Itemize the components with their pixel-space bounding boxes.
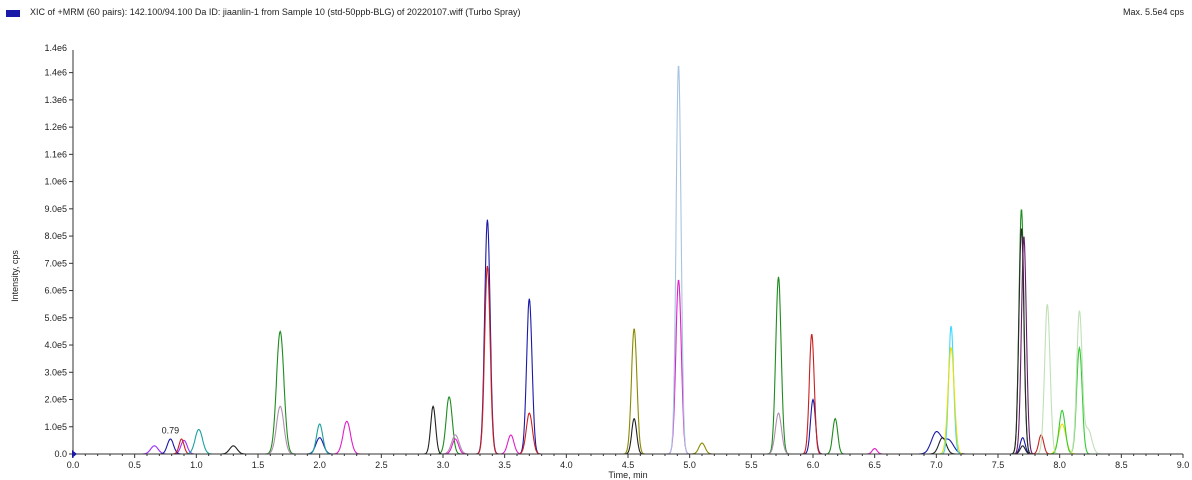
y-tick-label: 1.3e6: [44, 95, 67, 105]
y-tick-label: 1.2e6: [44, 122, 67, 132]
y-tick-label: 2.0e5: [44, 395, 67, 405]
x-tick-label: 4.5: [622, 460, 635, 470]
x-tick-label: 5.5: [745, 460, 758, 470]
y-tick-label: 9.0e5: [44, 204, 67, 214]
x-tick-label: 3.5: [498, 460, 511, 470]
x-axis-title: Time, min: [608, 470, 647, 480]
y-tick-label: 7.0e5: [44, 258, 67, 268]
series-layer: [73, 65, 1183, 455]
y-tick-label: 1.1e6: [44, 149, 67, 159]
chromatogram-chart: 0.0 1.0e5 2.0e5 3.0e5 4.0e5 5.0e5 6.0e5 7.0e5 8.…: [10, 43, 1190, 480]
y-tick-label: 0.0: [54, 449, 67, 459]
chart-title: XIC of +MRM (60 pairs): 142.100/94.100 D…: [30, 7, 521, 17]
y-axis-ticks: 0.0 1.0e5 2.0e5 3.0e5 4.0e5 5.0e5 6.0e5 7.0e5 8.…: [44, 43, 73, 459]
series-line-10: [73, 65, 1183, 455]
series-line-13: [73, 228, 1183, 455]
x-tick-label: 8.5: [1115, 460, 1128, 470]
x-tick-label: 0.0: [67, 460, 80, 470]
x-tick-label: 2.0: [313, 460, 326, 470]
x-tick-label: 2.5: [375, 460, 388, 470]
peak-annotation: 0.79: [162, 426, 180, 436]
x-tick-label: 1.5: [252, 460, 265, 470]
y-tick-label: 5.0e5: [44, 313, 67, 323]
x-tick-label: 9.0: [1177, 460, 1190, 470]
y-tick-label: 4.0e5: [44, 340, 67, 350]
chart-header: XIC of +MRM (60 pairs): 142.100/94.100 D…: [0, 0, 1192, 24]
y-axis-title: Intensity, cps: [10, 250, 20, 302]
y-tick-label: 1.0e6: [44, 177, 67, 187]
max-intensity-label: Max. 5.5e4 cps: [1122, 7, 1184, 17]
x-tick-label: 0.5: [128, 460, 141, 470]
series-line-12: [73, 346, 1183, 455]
y-tick-label: 1.4e6: [44, 68, 67, 78]
x-axis-ticks: 0.0 0.5 1.0 1.5 2.0 2.5 3.0 3.5 4.0 4.5 5.0 5.5 6.0 6…: [67, 454, 1190, 470]
origin-marker-icon: [72, 450, 77, 458]
legend-swatch: [6, 10, 20, 17]
x-tick-label: 1.0: [190, 460, 203, 470]
y-tick-label: 1.0e5: [44, 422, 67, 432]
series-line-15: [73, 345, 1183, 455]
y-tick-label: 8.0e5: [44, 231, 67, 241]
x-tick-label: 7.0: [930, 460, 943, 470]
y-top-label: 1.4e6: [44, 43, 67, 53]
x-tick-label: 3.0: [437, 460, 450, 470]
x-tick-label: 5.0: [683, 460, 696, 470]
x-tick-label: 7.5: [992, 460, 1005, 470]
x-tick-label: 6.5: [868, 460, 881, 470]
y-tick-label: 3.0e5: [44, 367, 67, 377]
x-tick-label: 4.0: [560, 460, 573, 470]
x-tick-label: 6.0: [807, 460, 820, 470]
x-tick-label: 8.0: [1053, 460, 1066, 470]
series-line-9: [73, 328, 1183, 455]
y-tick-label: 6.0e5: [44, 286, 67, 296]
